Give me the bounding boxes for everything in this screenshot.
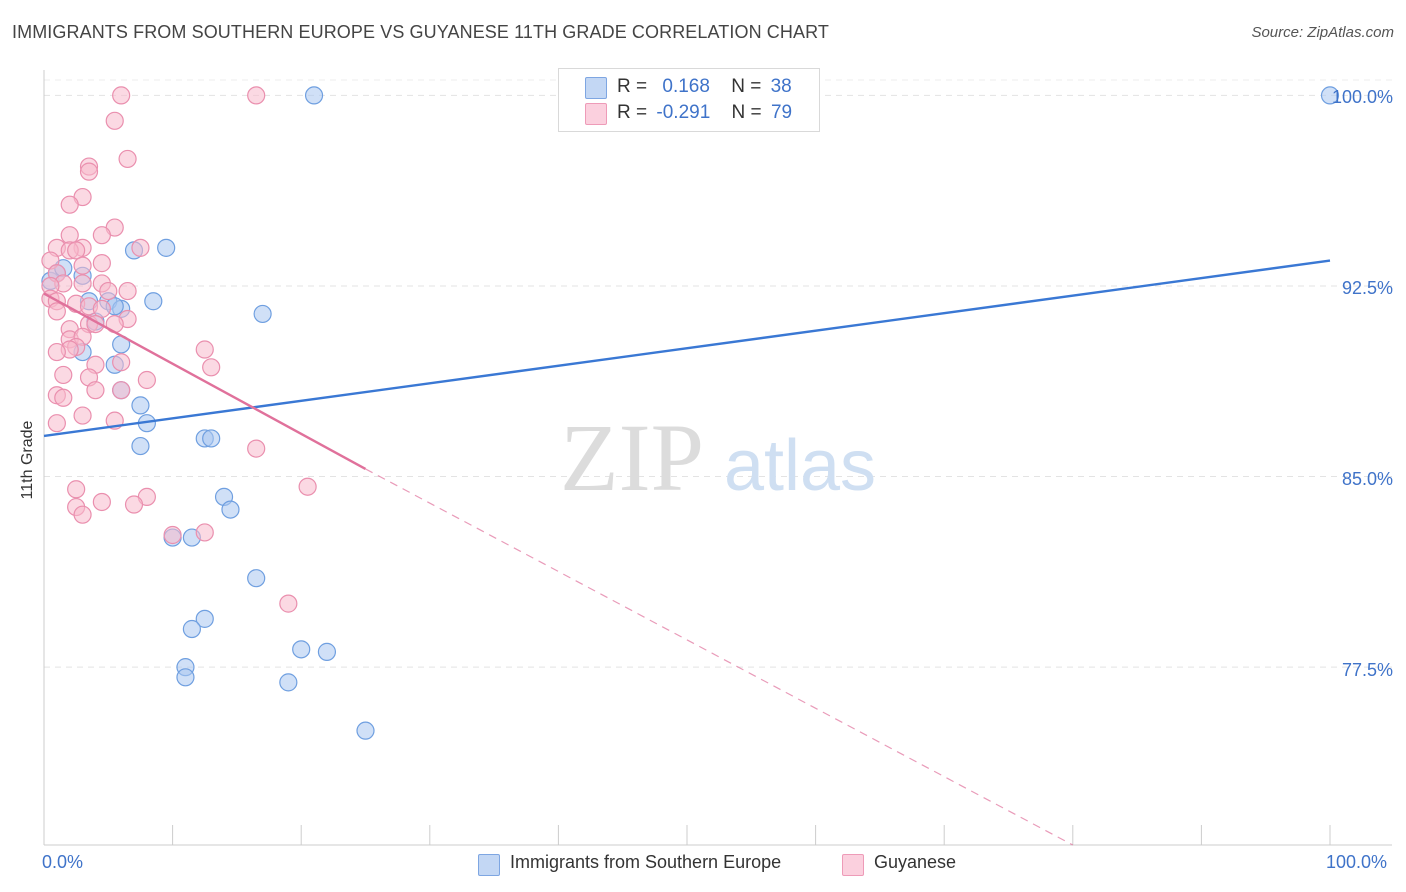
point-guyanese — [112, 353, 131, 372]
point-guyanese — [163, 525, 182, 545]
trend-line-southern-europe — [43, 259, 1331, 438]
point-guyanese — [47, 302, 66, 321]
point-southern-europe — [1320, 86, 1340, 105]
stats-row-guyanese: R = -0.291 N = 79 — [617, 102, 792, 126]
data-points — [41, 86, 1340, 740]
r-label: R = — [617, 76, 648, 97]
point-guyanese — [105, 111, 124, 130]
point-southern-europe — [202, 429, 221, 448]
x-axis-max-label: 100.0% — [1326, 852, 1388, 872]
point-guyanese — [298, 477, 317, 496]
series-legend: Immigrants from Southern Europe Guyanese — [0, 852, 1406, 878]
y-tick-label-92-5: 92.5% — [1341, 278, 1393, 298]
trend-line-guyanese-extrapolated — [365, 468, 1074, 846]
point-southern-europe — [144, 292, 163, 311]
point-southern-europe — [195, 609, 214, 628]
watermark: ZIP atlas — [560, 404, 876, 511]
point-guyanese — [54, 365, 73, 385]
point-guyanese — [60, 226, 79, 245]
point-southern-europe — [356, 721, 375, 740]
point-southern-europe — [253, 304, 272, 324]
point-guyanese — [137, 370, 156, 390]
stats-row-southern-europe: R = 0.168 N = 38 — [617, 76, 792, 100]
legend-swatch-pink — [585, 103, 607, 125]
legend-swatch-blue — [585, 77, 607, 99]
point-guyanese — [92, 492, 111, 512]
point-guyanese — [118, 149, 137, 169]
point-guyanese — [124, 495, 144, 514]
x-axis-min-label: 0.0% — [42, 852, 84, 872]
point-guyanese — [112, 86, 131, 105]
chart-title: IMMIGRANTS FROM SOUTHERN EUROPE VS GUYAN… — [12, 22, 829, 42]
point-guyanese — [279, 594, 298, 613]
source-label: Source: ZipAtlas.com — [1251, 24, 1394, 41]
stats-legend: R = 0.168 N = 38 R = -0.291 N = 79 — [558, 68, 820, 132]
y-tick-label-85: 85.0% — [1341, 469, 1393, 489]
legend-swatch-southern-europe — [478, 854, 500, 876]
point-guyanese — [60, 195, 79, 214]
point-guyanese — [92, 226, 111, 245]
n-label: N = — [731, 76, 762, 97]
point-guyanese — [79, 162, 99, 181]
point-guyanese — [112, 381, 131, 400]
point-guyanese — [247, 86, 266, 105]
point-southern-europe — [131, 436, 150, 456]
n-label: N = — [731, 102, 762, 123]
point-southern-europe — [292, 640, 311, 659]
point-guyanese — [73, 256, 92, 275]
trend-line-guyanese — [43, 292, 367, 470]
point-southern-europe — [304, 86, 324, 105]
r-value: 0.168 — [662, 76, 710, 97]
n-value: 79 — [770, 102, 793, 123]
point-southern-europe — [279, 673, 298, 692]
point-guyanese — [99, 281, 118, 301]
point-southern-europe — [157, 238, 176, 257]
point-guyanese — [202, 358, 221, 377]
n-value: 38 — [770, 76, 792, 97]
point-guyanese — [195, 340, 214, 359]
point-guyanese — [86, 381, 105, 400]
r-value: -0.291 — [656, 102, 711, 123]
legend-swatch-guyanese — [842, 854, 864, 876]
point-guyanese — [92, 254, 111, 273]
point-southern-europe — [176, 668, 195, 687]
watermark-zip: ZIP — [560, 404, 704, 511]
point-guyanese — [73, 406, 92, 425]
point-southern-europe — [221, 500, 240, 519]
point-guyanese — [67, 480, 86, 499]
y-tick-label-100: 100.0% — [1331, 87, 1393, 107]
point-guyanese — [67, 241, 86, 260]
point-guyanese — [118, 281, 137, 301]
y-tick-label-77-5: 77.5% — [1341, 660, 1393, 680]
axis-lines — [43, 70, 1392, 846]
point-guyanese — [92, 299, 111, 318]
point-guyanese — [73, 505, 92, 524]
r-label: R = — [617, 102, 648, 123]
point-guyanese — [47, 414, 66, 433]
watermark-atlas: atlas — [724, 426, 876, 506]
trend-lines — [43, 259, 1331, 846]
point-guyanese — [195, 523, 214, 542]
legend-label-southern-europe: Immigrants from Southern Europe — [510, 852, 782, 872]
point-southern-europe — [317, 642, 337, 661]
legend-label-guyanese: Guyanese — [874, 852, 957, 872]
point-guyanese — [47, 342, 66, 362]
point-southern-europe — [131, 396, 150, 415]
point-guyanese — [73, 274, 92, 293]
grid-lines — [44, 79, 1392, 668]
point-guyanese — [247, 439, 266, 458]
point-southern-europe — [182, 619, 201, 639]
point-guyanese — [131, 238, 150, 257]
point-southern-europe — [247, 569, 266, 588]
point-guyanese — [54, 388, 73, 407]
